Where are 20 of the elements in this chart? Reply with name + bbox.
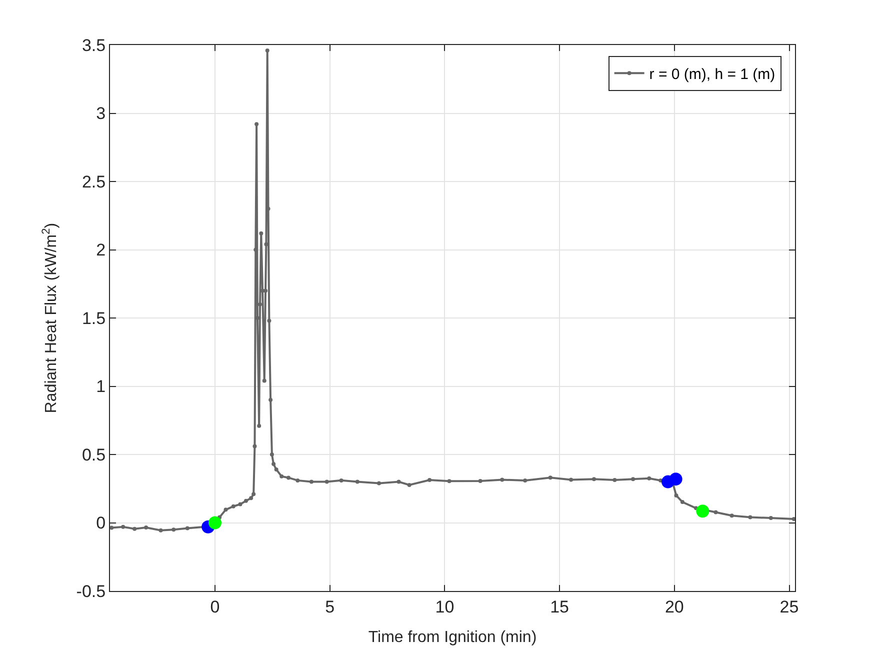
point [696, 504, 710, 518]
y-tick-label: 0 [96, 514, 106, 533]
x-tick-label: 10 [435, 597, 454, 616]
x-tick-label: 15 [550, 597, 570, 616]
y-tick-label: 2.5 [82, 172, 106, 192]
y-tick-label: 1.5 [82, 308, 106, 328]
y-tick-label: 3.5 [82, 36, 106, 55]
y-tick-label: 3 [96, 104, 106, 124]
y-tick-label: 0.5 [82, 445, 106, 464]
x-tick-label: 20 [664, 597, 684, 616]
x-axis-title: Time from Ignition (min) [368, 629, 537, 646]
x-tick-label: 0 [210, 597, 220, 616]
x-tick-label: 25 [780, 597, 799, 616]
y-tick-label: 1 [96, 377, 106, 396]
point [208, 516, 222, 530]
y-tick-label: 2 [96, 240, 106, 260]
point [669, 472, 682, 486]
legend-label: r = 0 (m), h = 1 (m) [649, 66, 776, 84]
y-tick-label: -0.5 [76, 582, 106, 601]
x-tick-label: 5 [325, 597, 335, 616]
